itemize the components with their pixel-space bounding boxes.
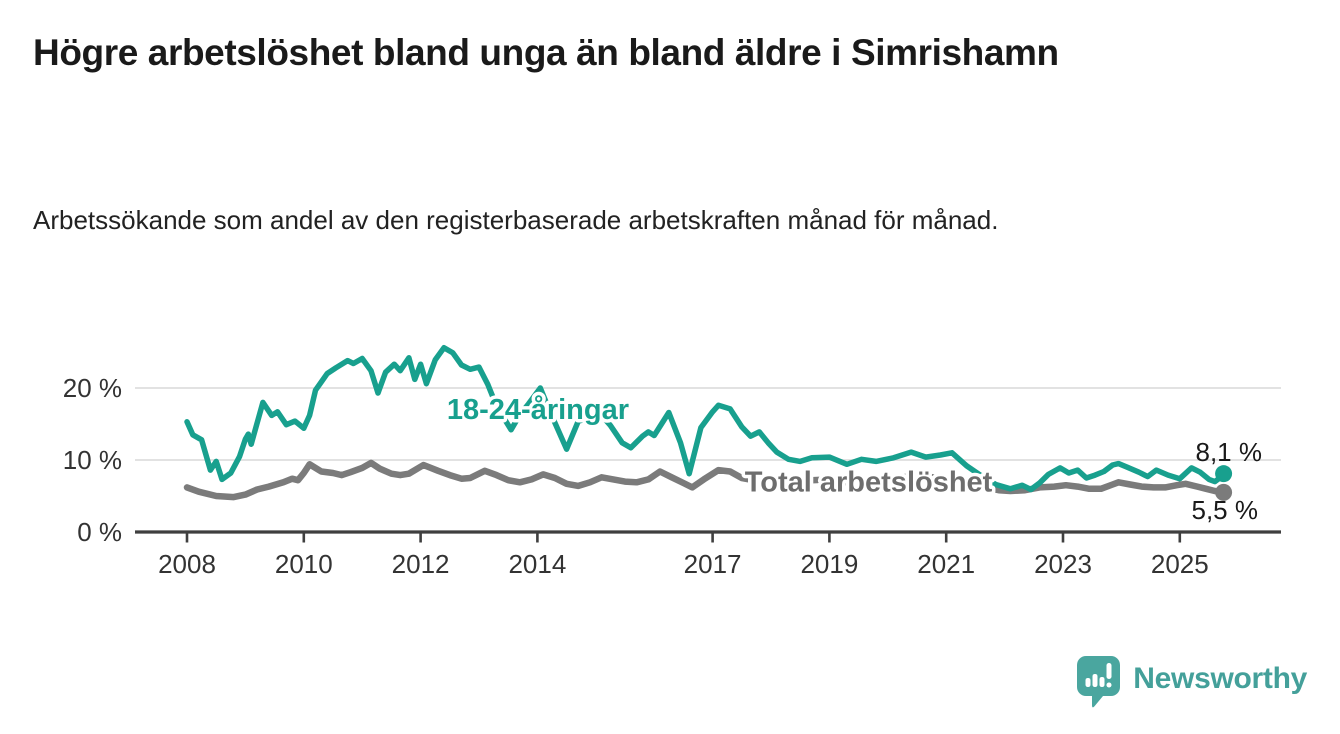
y-axis: 0 % 10 % 20 % (63, 373, 122, 547)
x-axis: 2008 2010 2012 2014 2017 2019 2021 2023 2025 (135, 530, 1281, 579)
series-line-total-arbetslöshet (183, 459, 1227, 501)
x-tick-label-2019: 2019 (800, 549, 858, 579)
chart-subtitle: Arbetssökande som andel av den registerb… (33, 205, 999, 235)
y-tick-label-20: 20 % (63, 373, 122, 403)
newsworthy-speech-bubble-barchart-icon (1077, 656, 1121, 708)
gridlines (135, 387, 1281, 461)
end-value-label-18-24-åringar: 8,1 % (1196, 437, 1263, 467)
x-tick-label-2017: 2017 (684, 549, 742, 579)
series-label-total-arbetslöshet: Total arbetslöshet (745, 467, 993, 499)
x-tick-label-2014: 2014 (508, 549, 566, 579)
x-tick-label-2025: 2025 (1151, 549, 1209, 579)
x-tick-label-2008: 2008 (158, 549, 216, 579)
y-tick-label-0: 0 % (77, 517, 122, 547)
newsworthy-logo: Newsworthy (1075, 655, 1307, 708)
chart-title: Högre arbetslöshet bland unga än bland ä… (33, 32, 1059, 73)
series-label-18-24-åringar: 18-24-åringar (447, 394, 629, 426)
x-tick-label-2021: 2021 (917, 549, 975, 579)
series-end-dot-18-24-åringar (1215, 465, 1233, 483)
series-end-dot-total-arbetslöshet (1215, 483, 1233, 501)
series-line-18-24-åringar (184, 344, 1227, 493)
x-tick-label-2023: 2023 (1034, 549, 1092, 579)
brand-name: Newsworthy (1133, 661, 1307, 695)
end-value-label-total-arbetslöshet: 5,5 % (1192, 495, 1259, 525)
x-tick-label-2010: 2010 (275, 549, 333, 579)
x-tick-label-2012: 2012 (392, 549, 450, 579)
y-tick-label-10: 10 % (63, 445, 122, 475)
